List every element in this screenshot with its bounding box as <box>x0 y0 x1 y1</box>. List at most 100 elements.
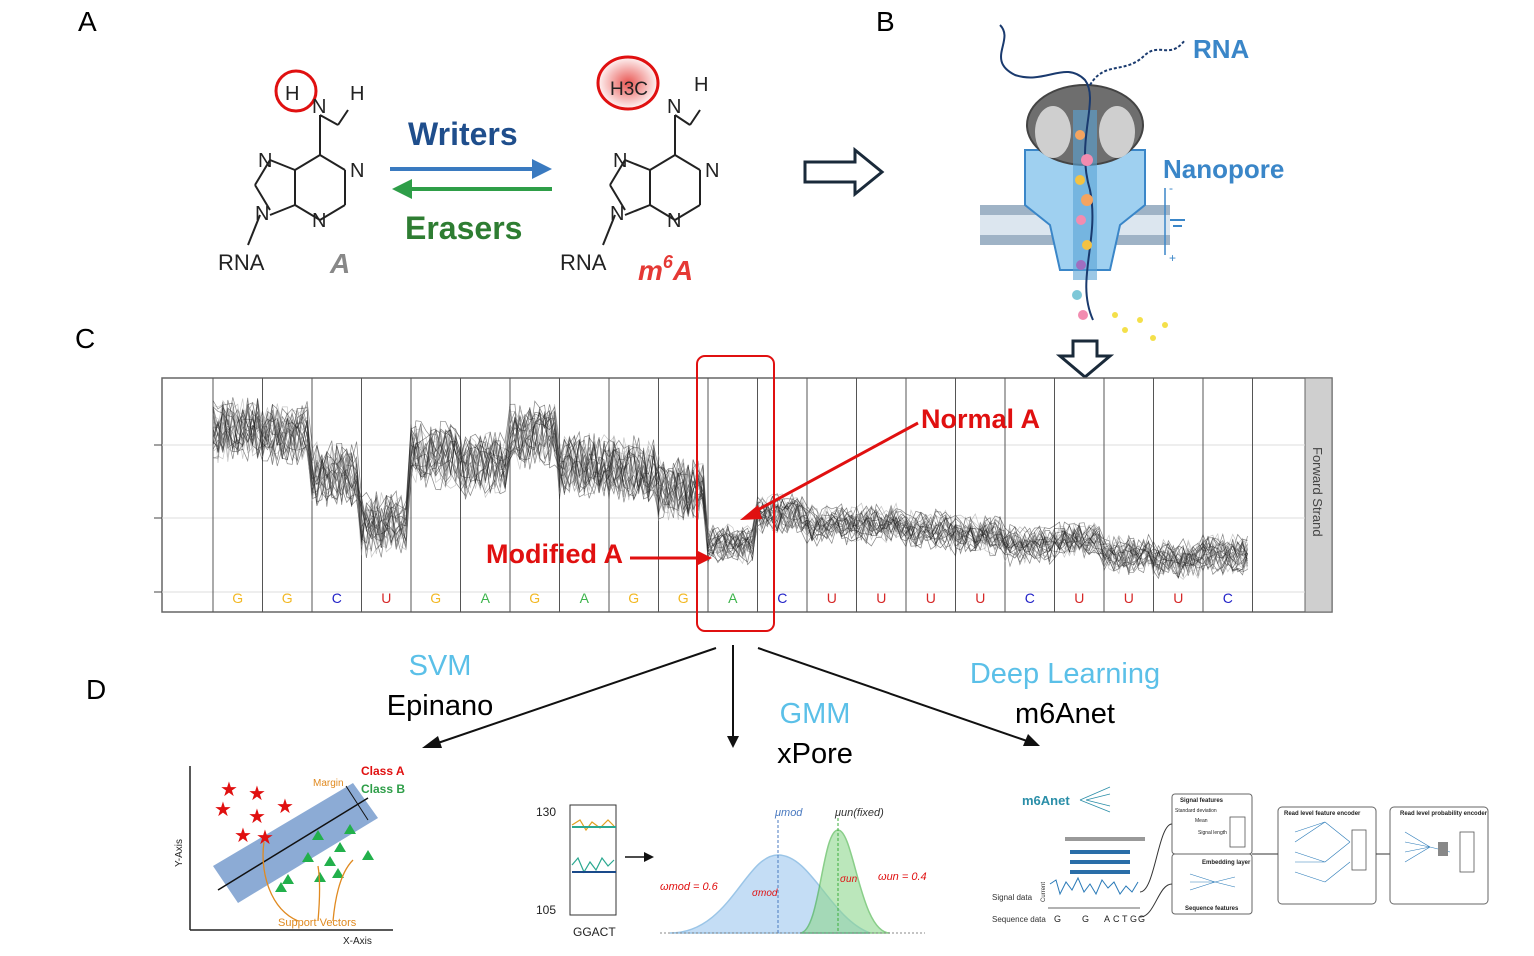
left-h-text: H <box>285 83 299 105</box>
signal-trace <box>212 408 1248 577</box>
svg-text:★: ★ <box>256 827 274 849</box>
signal-features-label: Signal features <box>1180 798 1224 804</box>
base-label: U <box>926 590 936 606</box>
current-label: Current <box>1041 882 1047 902</box>
margin-label: Margin <box>313 778 344 789</box>
gmm-y-top: 130 <box>536 805 556 819</box>
left-n-label: N <box>258 150 272 172</box>
svg-text:★: ★ <box>220 779 238 801</box>
class-a-label: Class A <box>361 764 405 778</box>
base-label: C <box>1223 590 1233 606</box>
h-highlight-circle <box>274 69 318 113</box>
svg-text:G: G <box>1138 914 1145 924</box>
deep-learning-method-label: Deep Learning <box>969 658 1161 690</box>
sigma-mod-label: σmod <box>752 888 778 899</box>
svm-method-label: SVM <box>408 650 472 682</box>
read-prob-encoder-label: Read level probability encoder <box>1400 811 1488 817</box>
x-axis-label: X-Axis <box>343 936 372 947</box>
panel-label-d: D <box>86 674 107 705</box>
svg-text:★: ★ <box>248 806 266 828</box>
sequence-letters: G G A C T G G <box>1054 914 1145 924</box>
base-label: U <box>876 590 886 606</box>
nanopore-label: Nanopore <box>1163 154 1284 184</box>
base-label: A <box>728 590 738 606</box>
left-n-label: N <box>255 203 269 225</box>
m6anet-architecture: m6Anet Signal data Sequence data Current… <box>992 786 1489 924</box>
svg-text:G: G <box>1054 914 1061 924</box>
xpore-tool-label: xPore <box>777 738 853 770</box>
left-n-label: N <box>312 210 326 232</box>
svg-text:★: ★ <box>248 783 266 805</box>
left-nh-text: H <box>350 83 364 105</box>
gmm-kmer-label: GGACT <box>573 925 616 939</box>
methyl-highlight-circle <box>596 55 660 111</box>
b-to-c-arrow-icon <box>1055 339 1115 379</box>
embedding-label: Embedding layer <box>1202 860 1251 866</box>
sequence-features-label: Sequence features <box>1185 906 1239 912</box>
signal-trace <box>212 411 1248 579</box>
normal-a-label: Normal A <box>921 404 1041 434</box>
c-to-d-arrows <box>422 645 1040 748</box>
base-label: G <box>678 590 689 606</box>
right-n-label: N <box>610 203 624 225</box>
sigma-un-label: σun <box>840 874 858 885</box>
svg-text:★: ★ <box>234 825 252 847</box>
right-n-label: N <box>613 150 627 172</box>
svg-text:G: G <box>1130 914 1137 924</box>
left-rna-label: RNA <box>218 250 265 275</box>
base-label: G <box>282 590 293 606</box>
panel-label-b: B <box>876 6 895 37</box>
signal-trace <box>212 415 1248 580</box>
svg-text:G: G <box>1082 914 1089 924</box>
base-label: G <box>232 590 243 606</box>
signal-trace <box>212 406 1248 579</box>
annotation-arrows <box>630 421 919 566</box>
base-label: A <box>481 590 491 606</box>
strand-strip <box>1304 377 1333 613</box>
base-label: U <box>1074 590 1084 606</box>
panel-b-nanopore-diagram: - + RNA Nanopore <box>980 24 1284 341</box>
left-n-label: N <box>312 96 326 118</box>
support-vectors-label: Support Vectors <box>278 917 357 929</box>
m6a-name: m6A <box>638 252 693 286</box>
erasers-label: Erasers <box>405 210 522 246</box>
base-label: U <box>827 590 837 606</box>
read-feature-encoder-label: Read level feature encoder <box>1284 811 1361 817</box>
base-label: A <box>580 590 590 606</box>
signal-length-label: Signal length <box>1198 830 1227 836</box>
class-b-label: Class B <box>361 782 405 796</box>
adenine-structure <box>247 109 349 246</box>
panel-a-chemistry: H H N N N N N RNA A Writers Erasers H3C … <box>218 55 719 286</box>
w-un-label: ωun = 0.4 <box>878 871 927 883</box>
base-label: G <box>430 590 441 606</box>
a-to-b-arrow-icon <box>803 146 885 198</box>
highlight-box <box>696 355 775 632</box>
std-label: Standard deviation <box>1175 808 1217 814</box>
modified-a-label: Modified A <box>486 539 623 569</box>
panel-c-signal-plot: Forward Strand G G C U G A G A G G A C U U U U C U U U C <box>154 377 1333 613</box>
plus-sign: + <box>1169 251 1176 265</box>
right-n-label: N <box>667 210 681 232</box>
svg-text:C: C <box>1113 914 1120 924</box>
svg-text:★: ★ <box>276 796 294 818</box>
m6anet-tool-label: m6Anet <box>1015 698 1115 730</box>
writers-label: Writers <box>408 116 518 152</box>
svm-plot: Y-Axis X-Axis Margin Class A Class B ★ ★★… <box>174 764 405 947</box>
m6anet-logo: m6Anet <box>1022 793 1070 808</box>
base-label: U <box>975 590 985 606</box>
right-n-label: N <box>667 96 681 118</box>
right-rna-label: RNA <box>560 250 607 275</box>
signal-trace <box>212 413 1248 573</box>
mu-mod-label: μmod <box>774 807 803 819</box>
svg-text:★: ★ <box>214 799 232 821</box>
base-label: U <box>1124 590 1134 606</box>
svg-text:T: T <box>1122 914 1128 924</box>
gmm-y-bottom: 105 <box>536 903 556 917</box>
mu-un-label: μun(fixed) <box>834 807 884 819</box>
adenosine-name: A <box>329 248 350 279</box>
panel-label-c: C <box>75 323 96 354</box>
mean-label: Mean <box>1195 818 1208 824</box>
sequence-data-label: Sequence data <box>992 915 1046 924</box>
signal-trace <box>212 411 1248 577</box>
epinano-tool-label: Epinano <box>386 690 494 722</box>
